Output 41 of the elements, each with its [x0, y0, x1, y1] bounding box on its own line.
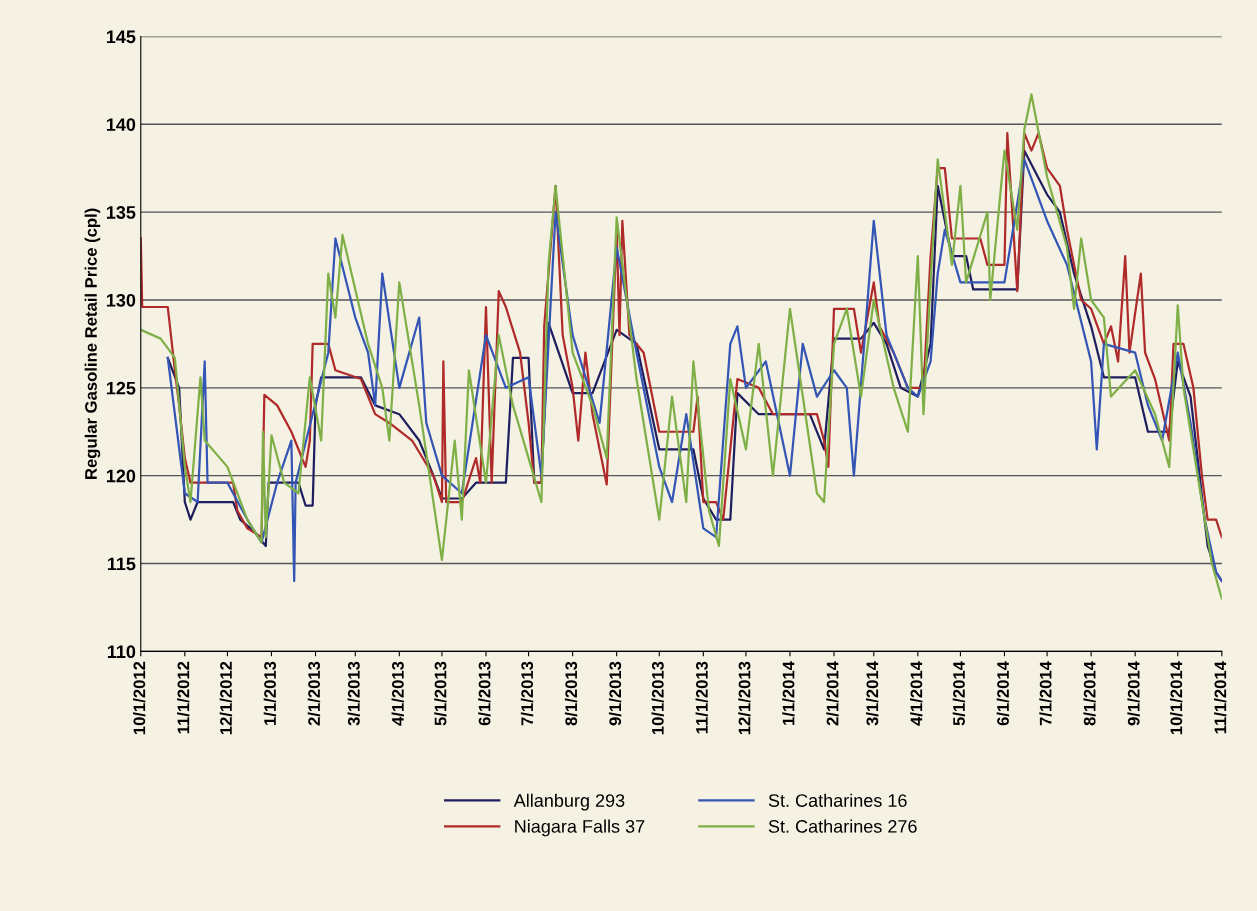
x-tick-label: 1/1/2014	[782, 661, 795, 725]
x-tick-label: 1/1/2013	[263, 661, 277, 725]
x-tick-label: 8/1/2014	[1083, 661, 1096, 726]
y-tick-label: 135	[106, 206, 136, 219]
x-tick-label: 10/1/2013	[651, 661, 664, 735]
x-tick-label: 5/1/2013	[434, 661, 447, 726]
legend-label: Niagara Falls 37	[515, 819, 645, 837]
line-series	[140, 131, 1222, 539]
x-tick-label: 10/1/2014	[1170, 661, 1183, 735]
x-tick-label: 11/1/2012	[177, 661, 190, 734]
x-tick-label: 2/1/2013	[307, 661, 321, 726]
x-tick-label: 2/1/2014	[826, 661, 839, 726]
x-tick-label: 9/1/2014	[1127, 661, 1140, 726]
x-tick-label: 3/1/2014	[866, 661, 879, 726]
x-tick-label: 6/1/2014	[996, 661, 1010, 726]
x-tick-label: 4/1/2014	[910, 661, 923, 726]
y-tick-label: 125	[106, 381, 136, 395]
legend-label: Allanburg 293	[513, 793, 625, 811]
x-tick-label: 7/1/2013	[520, 661, 534, 726]
y-tick-label: 110	[107, 645, 136, 659]
y-tick-label: 115	[107, 557, 136, 571]
y-tick-label: 130	[106, 293, 136, 307]
x-tick-label: 4/1/2013	[391, 661, 404, 726]
y-tick-label: 145	[106, 30, 136, 44]
x-tick-label: 6/1/2013	[478, 661, 491, 726]
x-tick-label: 5/1/2014	[952, 661, 966, 726]
x-tick-label: 10/1/2012	[133, 661, 146, 735]
x-tick-label: 11/1/2013	[695, 661, 708, 734]
x-tick-label: 11/1/2014	[1214, 661, 1227, 734]
legend-label: St. Catharines 16	[768, 793, 907, 807]
x-tick-label: 7/1/2014	[1039, 661, 1052, 726]
x-tick-label: 9/1/2013	[608, 661, 622, 726]
x-tick-label: 12/1/2012	[219, 661, 233, 735]
y-axis-title: Regular Gasoline Retail Price (cpl)	[84, 208, 101, 479]
x-tick-label: 12/1/2013	[738, 661, 751, 735]
y-tick-label: 120	[106, 469, 136, 483]
legend-label: St. Catharines 276	[768, 819, 917, 833]
x-tick-label: 3/1/2013	[347, 661, 360, 726]
line-series	[140, 93, 1222, 600]
y-tick-label: 140	[106, 118, 136, 132]
x-tick-label: 8/1/2013	[564, 661, 578, 726]
